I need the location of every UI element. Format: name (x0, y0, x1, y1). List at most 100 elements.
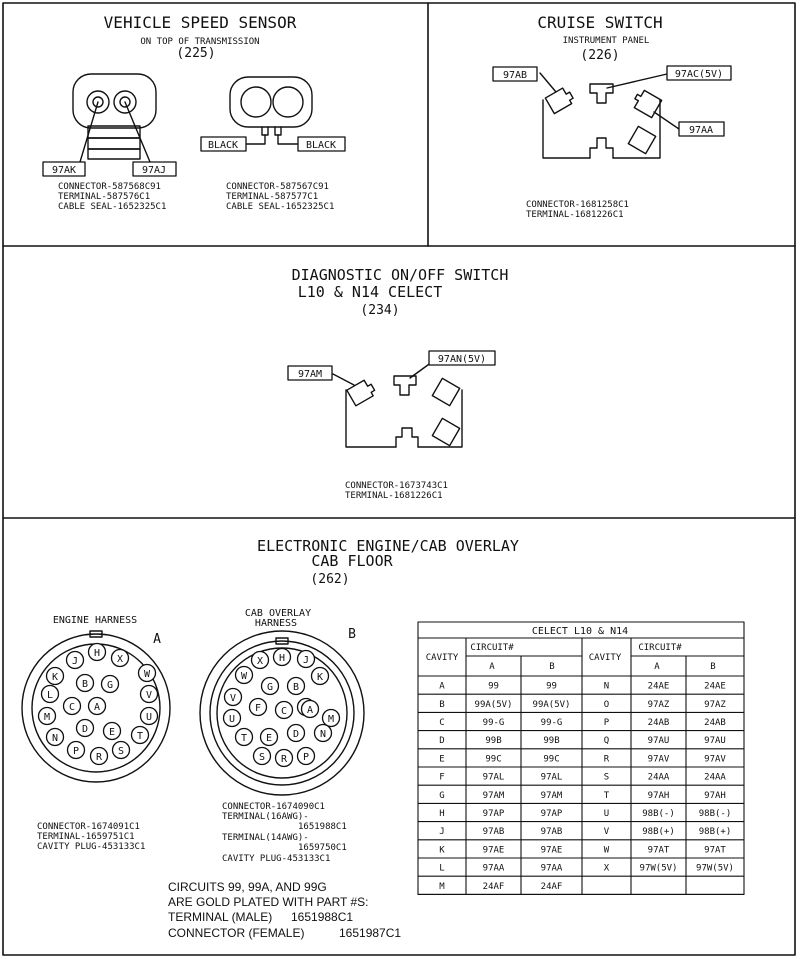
table-cell: U (604, 809, 609, 819)
svg-text:BLACK: BLACK (306, 140, 336, 151)
svg-text:J: J (72, 656, 78, 667)
cab-pin-k: K (310, 666, 330, 686)
svg-text:M: M (328, 714, 334, 725)
table-cell: 97AZ (704, 700, 726, 710)
cab-pin-p: P (296, 746, 316, 766)
svg-text:ARE GOLD PLATED WITH PART #S:: ARE GOLD PLATED WITH PART #S: (168, 895, 369, 909)
table-cell: 97W(5V) (696, 864, 734, 874)
svg-text:J: J (303, 655, 309, 666)
vss-pin-97aj: 97AJ (132, 161, 177, 177)
table-cell: S (604, 773, 609, 783)
cab-cavity-plug-part: CAVITY PLUG-453133C1 (222, 854, 330, 864)
svg-text:TERMINAL (MALE): TERMINAL (MALE) (168, 910, 272, 924)
cruise-terminal-part: TERMINAL-1681226C1 (526, 210, 624, 220)
cab-pin-u: U (222, 708, 242, 728)
svg-text:G: G (267, 682, 273, 693)
cruise-pin-97aa: 97AA (678, 121, 725, 137)
engine-pin-m: M (37, 706, 57, 726)
engine-pin-s: S (111, 740, 131, 760)
table-cell: 24AF (483, 882, 505, 892)
table-cell: T (604, 791, 610, 801)
engine-pin-x: X (110, 648, 130, 668)
svg-text:P: P (73, 746, 79, 757)
cab-harness-pins: XHJWGBKVFLUCAMTEDNSRP (222, 647, 341, 768)
engine-pin-p: P (66, 740, 86, 760)
table-row: C 99-G 99-G P 24AB 24AB (439, 718, 726, 728)
table-cell: A (439, 682, 445, 692)
vss-wire-black-left: BLACK (200, 136, 247, 152)
cavity-circuit-table: CELECT L10 & N14 CAVITY CIRCUIT# A B CAV… (417, 621, 745, 895)
table-cell: 99C (485, 754, 501, 764)
vss-pin-97ak: 97AK (42, 161, 86, 177)
cab-pin-d: D (286, 723, 306, 743)
table-cell: 99B (485, 736, 501, 746)
diag-ref: (234) (360, 303, 399, 318)
table-col-a-left: A (489, 662, 495, 672)
table-cell: G (439, 791, 444, 801)
svg-text:L: L (47, 690, 53, 701)
table-cell: 97AV (704, 754, 726, 764)
svg-text:D: D (82, 724, 88, 735)
svg-text:C: C (69, 702, 75, 713)
table-cell: N (604, 682, 609, 692)
table-cell: 24AA (648, 773, 670, 783)
table-row: K 97AE 97AE W 97AT 97AT (439, 845, 726, 855)
svg-text:K: K (317, 672, 323, 683)
table-cell: V (604, 827, 610, 837)
overlay-title: ELECTRONIC ENGINE/CAB OVERLAY (257, 537, 519, 555)
table-cell: R (604, 754, 610, 764)
table-cell: O (604, 700, 609, 710)
svg-text:97AB: 97AB (503, 70, 527, 81)
svg-text:T: T (137, 731, 143, 742)
table-cell: 24AE (704, 682, 726, 692)
table-cavity-header-right: CAVITY (589, 653, 622, 663)
table-row: B 99A(5V) 99A(5V) O 97AZ 97AZ (439, 700, 726, 710)
engine-pin-k: K (45, 666, 65, 686)
svg-text:N: N (52, 733, 58, 744)
svg-text:B: B (293, 682, 299, 693)
svg-text:A: A (307, 705, 313, 716)
vss-left-seal-part: CABLE SEAL-1652325C1 (58, 202, 166, 212)
cab-pin-f: F (248, 697, 268, 717)
table-cell: J (439, 827, 444, 837)
svg-text:W: W (144, 669, 151, 680)
table-cell: 99-G (541, 718, 563, 728)
table-cell: 97AE (541, 845, 563, 855)
svg-text:G: G (107, 680, 113, 691)
cruise-title: CRUISE SWITCH (537, 13, 662, 32)
table-cell: 24AB (704, 718, 726, 728)
svg-text:P: P (303, 752, 309, 763)
table-cell: 97AB (541, 827, 563, 837)
cab-harness-letter: B (348, 627, 356, 642)
svg-text:M: M (44, 712, 50, 723)
cruise-pin-97ab: 97AB (492, 66, 538, 82)
cruise-ref: (226) (580, 48, 619, 63)
svg-text:C: C (281, 706, 287, 717)
table-cell: Q (604, 736, 609, 746)
svg-text:W: W (241, 671, 248, 682)
engine-harness-label: ENGINE HARNESS (53, 615, 137, 626)
cab-pin-e: E (259, 727, 279, 747)
table-row: J 97AB 97AB V 98B(+) 98B(+) (439, 827, 731, 837)
engine-terminal-part: TERMINAL-1659751C1 (37, 832, 135, 842)
cab-pin-j: J (296, 649, 316, 669)
table-row: H 97AP 97AP U 98B(-) 98B(-) (439, 809, 731, 819)
table-cell: 98B(+) (642, 827, 675, 837)
table-col-a-right: A (654, 662, 660, 672)
table-cell: 97AZ (648, 700, 670, 710)
cab-pin-b: B (286, 676, 306, 696)
svg-text:1651988C1: 1651988C1 (291, 910, 353, 924)
engine-cavity-plug-part: CAVITY PLUG-453133C1 (37, 842, 145, 852)
cruise-connector-part: CONNECTOR-1681258C1 (526, 200, 629, 210)
engine-pin-a: A (87, 696, 107, 716)
svg-text:R: R (281, 754, 288, 765)
cab-connector-part: CONNECTOR-1674090C1 (222, 802, 325, 812)
table-cavity-header-left: CAVITY (426, 653, 459, 663)
diag-pin-97am: 97AM (287, 365, 333, 381)
table-cell: 97AA (483, 864, 505, 874)
svg-text:F: F (255, 703, 261, 714)
svg-text:1651987C1: 1651987C1 (339, 926, 401, 940)
svg-text:X: X (117, 654, 123, 665)
